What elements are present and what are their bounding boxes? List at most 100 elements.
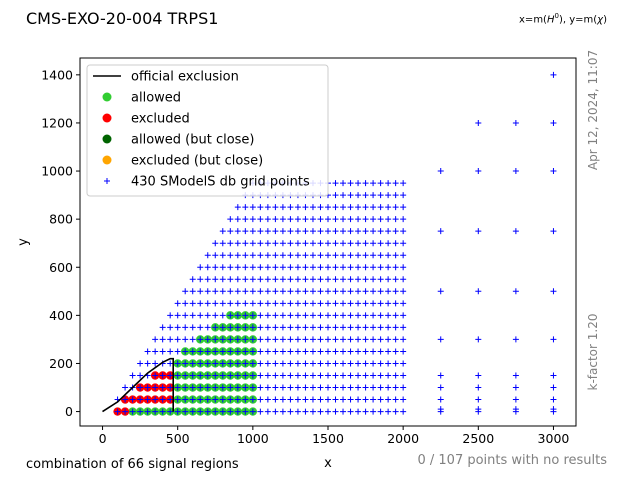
grid-point [279, 252, 286, 259]
grid-point [392, 324, 399, 331]
grid-point [302, 324, 309, 331]
grid-point [325, 264, 331, 271]
legend-dot-marker [102, 134, 112, 144]
grid-point [370, 336, 377, 343]
grid-point [264, 336, 271, 343]
grid-point [249, 264, 256, 271]
grid-point [370, 372, 377, 379]
grid-point [362, 372, 369, 379]
grid-point [257, 324, 264, 331]
grid-point [340, 384, 347, 391]
grid-point [212, 336, 219, 343]
grid-point [272, 300, 279, 307]
grid-point [182, 372, 189, 379]
grid-point [279, 264, 286, 271]
grid-point [347, 240, 354, 247]
grid-point [355, 348, 362, 355]
grid-point [332, 384, 339, 391]
grid-point [159, 372, 166, 379]
grid-point [219, 360, 226, 367]
grid-point [264, 252, 271, 259]
grid-point [249, 396, 256, 403]
grid-point [309, 240, 316, 247]
legend-entry: excluded [102, 112, 190, 127]
grid-point [475, 384, 482, 391]
grid-point [317, 408, 324, 415]
grid-point [257, 204, 264, 211]
grid-point [287, 228, 294, 235]
grid-point [249, 408, 256, 415]
grid-point [212, 240, 219, 247]
y-tick-label: 200 [49, 356, 73, 371]
axis-note-y: ), y=m( [558, 14, 598, 26]
grid-point [234, 324, 241, 331]
grid-point [302, 300, 309, 307]
grid-point [377, 372, 384, 379]
grid-point [309, 336, 316, 343]
no-results-note: 0 / 107 points with no results [417, 453, 607, 468]
grid-point [234, 300, 241, 307]
grid-point [370, 324, 377, 331]
grid-point [332, 228, 339, 235]
grid-point [317, 204, 324, 211]
grid-point [317, 264, 324, 271]
grid-point [159, 336, 166, 343]
legend-entry: allowed (but close) [102, 133, 255, 148]
grid-point [347, 252, 354, 259]
grid-point [287, 396, 294, 403]
grid-point [294, 336, 301, 343]
x-tick-label: 2500 [462, 431, 494, 446]
grid-point [227, 360, 234, 367]
grid-point [340, 300, 347, 307]
grid-point [174, 408, 181, 415]
grid-point [197, 324, 204, 331]
grid-point [242, 228, 249, 235]
grid-point [332, 204, 339, 211]
grid-point [287, 300, 294, 307]
grid-point [219, 228, 226, 235]
grid-point [325, 276, 331, 283]
grid-point [264, 240, 271, 247]
grid-point [309, 384, 316, 391]
grid-point [234, 252, 241, 259]
grid-point [272, 336, 279, 343]
grid-point [362, 396, 369, 403]
grid-point [325, 252, 331, 259]
grid-point [279, 396, 286, 403]
legend-label: excluded (but close) [131, 154, 263, 169]
grid-point [204, 324, 211, 331]
axis-note-x-superscript: 0 [554, 12, 559, 20]
grid-point [294, 252, 301, 259]
grid-point [400, 264, 407, 271]
grid-point [302, 348, 309, 355]
grid-point [122, 408, 129, 415]
grid-point [400, 384, 407, 391]
grid-point [242, 372, 249, 379]
grid-point [302, 276, 309, 283]
chart-title: CMS-EXO-20-004 TRPS1 [26, 9, 219, 28]
legend-label: allowed [131, 91, 181, 106]
grid-point [242, 324, 249, 331]
grid-point [355, 216, 362, 223]
grid-point [325, 384, 331, 391]
grid-point [294, 300, 301, 307]
grid-point [347, 180, 354, 187]
grid-point [182, 312, 189, 319]
grid-point [234, 240, 241, 247]
grid-point [347, 312, 354, 319]
grid-point [347, 204, 354, 211]
legend-plus-marker [104, 178, 110, 184]
grid-point [264, 372, 271, 379]
grid-point [144, 396, 151, 403]
grid-point [197, 360, 204, 367]
grid-point [114, 408, 121, 415]
x-axis-label: x [324, 456, 332, 471]
grid-point [167, 312, 174, 319]
grid-point [347, 288, 354, 295]
grid-point [167, 396, 174, 403]
grid-point [197, 396, 204, 403]
grid-point [204, 372, 211, 379]
grid-point [325, 336, 331, 343]
grid-point [302, 264, 309, 271]
